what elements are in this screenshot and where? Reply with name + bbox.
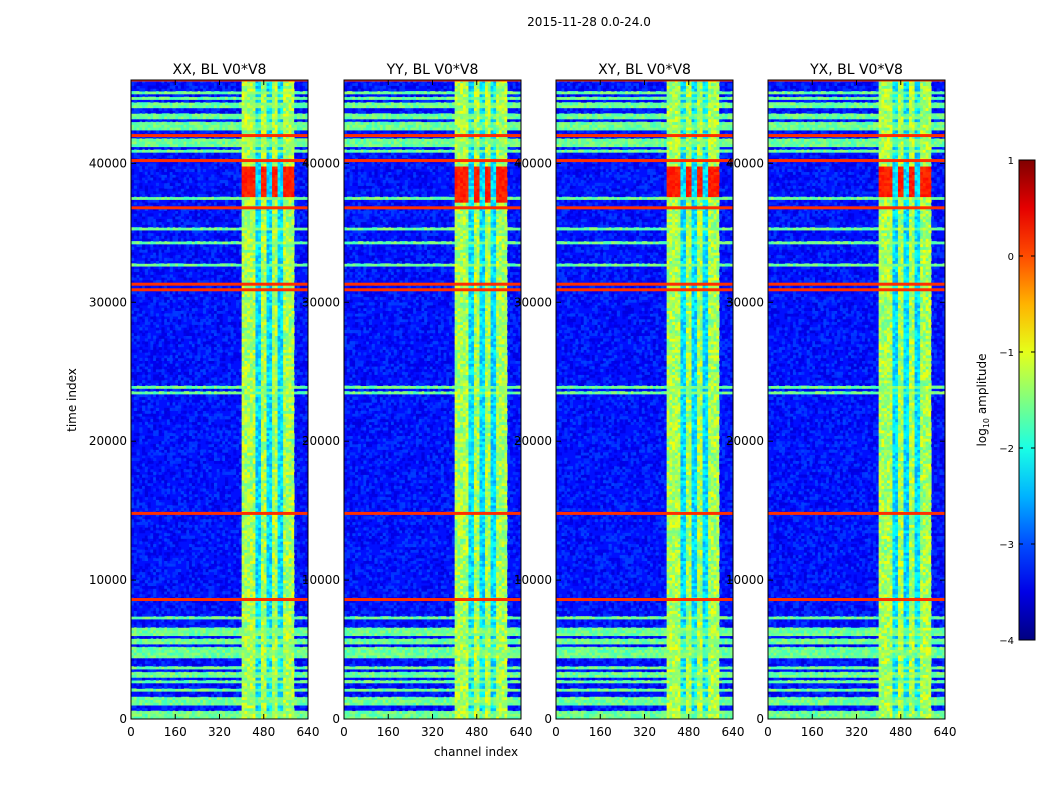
flag-line bbox=[131, 134, 308, 138]
flag-line bbox=[344, 282, 521, 286]
x-tick-label: 0 bbox=[764, 725, 772, 739]
y-tick-label: 0 bbox=[332, 712, 340, 726]
flag-line bbox=[131, 159, 308, 163]
flag-line bbox=[131, 288, 308, 292]
colorbar-tick-label: −2 bbox=[999, 444, 1014, 455]
y-tick-label: 30000 bbox=[726, 295, 764, 309]
y-tick-label: 0 bbox=[119, 712, 127, 726]
x-tick-label: 160 bbox=[589, 725, 612, 739]
x-tick-label: 640 bbox=[722, 725, 745, 739]
flag-line bbox=[556, 159, 733, 163]
x-tick-label: 480 bbox=[889, 725, 912, 739]
panel-2: YY, BL V0*V8 0 160 320 480 640 0 10000 20000 3000… bbox=[302, 62, 533, 739]
y-tick-label: 30000 bbox=[514, 295, 552, 309]
x-tick-label: 160 bbox=[164, 725, 187, 739]
colorbar: −4 −3 −2 −1 0 1 log10 amplitude bbox=[975, 156, 1036, 647]
suptitle: 2015-11-28 0.0-24.0 bbox=[527, 15, 651, 29]
y-tick-label: 20000 bbox=[302, 434, 340, 448]
x-axis-label: channel index bbox=[434, 745, 518, 759]
x-tick-label: 480 bbox=[465, 725, 488, 739]
y-tick-label: 30000 bbox=[89, 295, 127, 309]
y-tick-label: 10000 bbox=[302, 573, 340, 587]
panel-title: YY, BL V0*V8 bbox=[386, 62, 479, 78]
x-tick-label: 160 bbox=[377, 725, 400, 739]
x-tick-label: 160 bbox=[801, 725, 824, 739]
y-tick-label: 10000 bbox=[514, 573, 552, 587]
y-tick-label: 10000 bbox=[726, 573, 764, 587]
panels-group: XX, BL V0*V8 0 160 320 480 640 0 10000 20000 3000… bbox=[89, 62, 957, 739]
flag-line bbox=[556, 511, 733, 515]
flag-line bbox=[131, 511, 308, 515]
x-tick-label: 320 bbox=[633, 725, 656, 739]
x-tick-label: 0 bbox=[127, 725, 135, 739]
x-tick-label: 320 bbox=[208, 725, 231, 739]
colorbar-tick-label: −4 bbox=[999, 636, 1014, 647]
panel-heatmap bbox=[768, 80, 945, 719]
y-axis-label: time index bbox=[65, 368, 79, 432]
panel-heatmap bbox=[344, 80, 521, 719]
panel-heatmap bbox=[131, 80, 308, 719]
y-tick-label: 0 bbox=[756, 712, 764, 726]
colorbar-tick-label: 0 bbox=[1008, 252, 1014, 263]
y-tick-label: 10000 bbox=[89, 573, 127, 587]
panel-title: YX, BL V0*V8 bbox=[809, 62, 903, 78]
panel-title: XX, BL V0*V8 bbox=[173, 62, 267, 78]
x-tick-label: 480 bbox=[677, 725, 700, 739]
x-tick-label: 0 bbox=[552, 725, 560, 739]
y-tick-label: 20000 bbox=[514, 434, 552, 448]
y-tick-label: 0 bbox=[544, 712, 552, 726]
panel-title: XY, BL V0*V8 bbox=[598, 62, 691, 78]
flag-line bbox=[131, 598, 308, 602]
flag-line bbox=[768, 282, 945, 286]
flag-line bbox=[344, 134, 521, 138]
flag-line bbox=[344, 511, 521, 515]
flag-line bbox=[768, 159, 945, 163]
x-tick-label: 640 bbox=[510, 725, 533, 739]
flag-line bbox=[344, 288, 521, 292]
flag-line bbox=[344, 206, 521, 210]
flag-line bbox=[556, 206, 733, 210]
x-tick-label: 640 bbox=[297, 725, 320, 739]
colorbar-tick-label: 1 bbox=[1008, 156, 1014, 167]
panel-4: YX, BL V0*V8 0 160 320 480 640 0 10000 20000 3000… bbox=[726, 62, 957, 739]
flag-line bbox=[131, 282, 308, 286]
flag-line bbox=[768, 288, 945, 292]
flag-line bbox=[556, 134, 733, 138]
x-tick-label: 480 bbox=[252, 725, 275, 739]
colorbar-tick-label: −3 bbox=[999, 540, 1014, 551]
x-tick-label: 320 bbox=[845, 725, 868, 739]
y-tick-label: 20000 bbox=[89, 434, 127, 448]
flag-line bbox=[556, 282, 733, 286]
panel-heatmap bbox=[556, 80, 733, 719]
y-tick-label: 40000 bbox=[89, 156, 127, 170]
flag-line bbox=[768, 511, 945, 515]
flag-line bbox=[344, 159, 521, 163]
y-tick-label: 40000 bbox=[302, 156, 340, 170]
flag-line bbox=[131, 206, 308, 210]
colorbar-label: log10 amplitude bbox=[975, 354, 991, 447]
flag-line bbox=[768, 206, 945, 210]
flag-line bbox=[556, 598, 733, 602]
flag-line bbox=[344, 598, 521, 602]
y-tick-label: 20000 bbox=[726, 434, 764, 448]
colorbar-tick-label: −1 bbox=[999, 348, 1014, 359]
y-tick-label: 30000 bbox=[302, 295, 340, 309]
flag-line bbox=[556, 288, 733, 292]
x-tick-label: 0 bbox=[340, 725, 348, 739]
y-tick-label: 40000 bbox=[514, 156, 552, 170]
panel-3: XY, BL V0*V8 0 160 320 480 640 0 10000 20000 3000… bbox=[514, 62, 745, 739]
x-tick-label: 640 bbox=[934, 725, 957, 739]
flag-line bbox=[768, 134, 945, 138]
panel-1: XX, BL V0*V8 0 160 320 480 640 0 10000 20000 3000… bbox=[89, 62, 320, 739]
y-tick-label: 40000 bbox=[726, 156, 764, 170]
flag-line bbox=[768, 598, 945, 602]
colorbar-gradient bbox=[1018, 159, 1036, 641]
x-tick-label: 320 bbox=[421, 725, 444, 739]
